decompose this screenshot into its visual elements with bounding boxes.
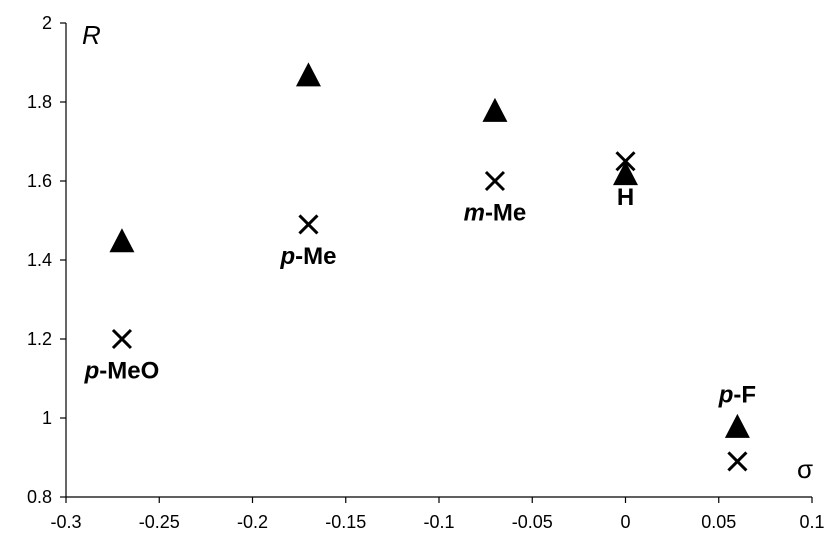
x-axis-label: σ <box>797 454 813 484</box>
point-label-prefix: p <box>279 243 295 270</box>
point-label: p-F <box>718 381 756 408</box>
axes <box>66 23 812 497</box>
y-tick-label: 1.2 <box>27 329 52 349</box>
x-tick-label: 0.1 <box>799 512 824 532</box>
point-label-name: H <box>617 184 634 211</box>
x-tick-label: 0 <box>620 512 630 532</box>
point-label-prefix: m <box>464 200 485 227</box>
cross-marker <box>299 215 317 233</box>
y-tick-label: 1.6 <box>27 171 52 191</box>
x-tick-label: -0.15 <box>325 512 366 532</box>
data-markers <box>109 62 749 470</box>
x-tick-label: -0.25 <box>139 512 180 532</box>
cross-marker <box>113 330 131 348</box>
triangle-marker <box>613 161 638 185</box>
point-label: m-Me <box>464 200 527 227</box>
triangle-marker <box>482 98 507 122</box>
cross-marker <box>486 172 504 190</box>
y-tick-label: 1.4 <box>27 250 52 270</box>
tick-labels: -0.3 -0.25 -0.2 -0.15 -0.1 -0.05 0 0.05 0.1 0.8 1 1… <box>27 13 825 532</box>
point-label-name: -Me <box>485 200 526 227</box>
point-label: H <box>617 184 634 211</box>
triangle-marker <box>109 228 134 252</box>
triangle-marker <box>296 62 321 86</box>
triangle-marker <box>725 414 750 438</box>
x-tick-label: -0.1 <box>423 512 454 532</box>
x-tick-label: -0.05 <box>512 512 553 532</box>
x-tick-label: -0.2 <box>237 512 268 532</box>
point-label-prefix: p <box>84 358 100 385</box>
y-tick-label: 1 <box>42 408 52 428</box>
y-tick-label: 1.8 <box>27 92 52 112</box>
y-tick-label: 2 <box>42 13 52 33</box>
axis-ticks <box>60 23 812 503</box>
x-tick-label: -0.3 <box>50 512 81 532</box>
point-label-name: -F <box>733 381 756 408</box>
cross-marker <box>728 452 746 470</box>
point-label-name: -Me <box>295 243 336 270</box>
point-label: p-Me <box>279 243 336 270</box>
y-tick-label: 0.8 <box>27 487 52 507</box>
point-label-prefix: p <box>718 381 734 408</box>
y-axis-label: R <box>82 20 101 50</box>
point-label-name: -MeO <box>99 358 159 385</box>
point-label: p-MeO <box>84 358 160 385</box>
x-tick-label: 0.05 <box>701 512 736 532</box>
